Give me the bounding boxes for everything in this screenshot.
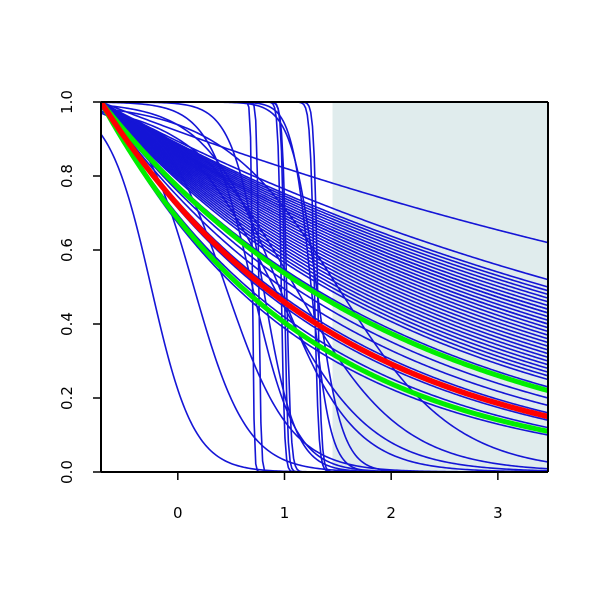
y-tick-label-5: 1.0 — [58, 90, 76, 114]
survival-curve-21 — [101, 102, 548, 347]
survival-curve-33 — [101, 102, 548, 399]
survival-curve-30 — [101, 102, 548, 381]
y-tick-label-0: 0.0 — [58, 460, 76, 484]
curve-group — [101, 102, 548, 472]
survival-curve-2 — [101, 102, 548, 288]
survival-curve-39 — [101, 102, 548, 436]
y-tick-label-4: 0.8 — [58, 164, 76, 188]
highlight-curve — [101, 102, 548, 420]
x-tick-label-1: 1 — [280, 504, 290, 522]
survival-curve-7 — [101, 102, 548, 307]
plot-frame — [100, 101, 549, 473]
y-tick-label-2: 0.4 — [58, 312, 76, 336]
survival-curve-34 — [101, 102, 548, 407]
x-tick-label-2: 2 — [386, 504, 396, 522]
survival-curve-1 — [101, 102, 548, 281]
x-tick-label-3: 3 — [493, 504, 503, 522]
band-curve-1 — [101, 102, 548, 394]
survival-curve-25 — [101, 102, 548, 362]
survival-curve-17 — [101, 102, 548, 333]
survival-curve-57 — [101, 111, 548, 472]
survival-curve-16 — [101, 102, 548, 329]
y-tick-label-1: 0.2 — [58, 386, 76, 410]
survival-curve-9 — [101, 102, 548, 310]
survival-curve-56 — [101, 107, 548, 463]
survival-curve-18 — [101, 102, 548, 336]
red-curve-group — [101, 102, 548, 420]
survival-curve-5 — [101, 102, 548, 299]
survival-curve-13 — [101, 102, 548, 322]
survival-curve-12 — [101, 102, 548, 318]
survival-curve-55 — [101, 102, 548, 472]
survival-curve-28 — [101, 102, 548, 373]
x-tick-label-0: 0 — [173, 504, 183, 522]
green-band-group — [101, 102, 548, 434]
survival-curve-0 — [101, 102, 548, 244]
survival-curve-27 — [101, 102, 548, 370]
survival-curve-19 — [101, 102, 548, 340]
band-curve-0 — [101, 102, 548, 434]
survival-curve-6 — [101, 102, 548, 303]
y-tick-label-3: 0.6 — [58, 238, 76, 262]
survival-curve-11 — [101, 102, 548, 314]
survival-curve-29 — [101, 102, 548, 377]
y-axis: 0.0 0.2 0.4 0.6 0.8 1.0 — [58, 90, 101, 484]
survival-curve-52 — [101, 102, 548, 472]
survival-curve-20 — [101, 102, 548, 344]
survival-curve-46 — [101, 102, 548, 472]
survival-curve-15 — [101, 102, 548, 325]
x-axis: 0 1 2 3 — [173, 472, 503, 522]
survival-curve-26 — [101, 102, 548, 366]
survival-curve-54 — [101, 110, 548, 470]
